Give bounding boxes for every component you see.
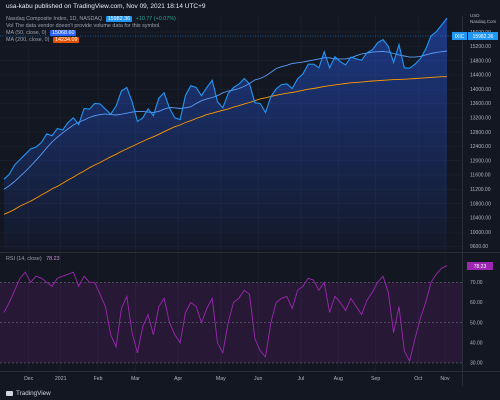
legend-ma50-value: 15068.60 (49, 30, 77, 36)
time-tick-label: Oct (414, 376, 423, 382)
legend-main-value: 15982.36 (105, 16, 133, 22)
legend-rsi: RSI (14, close) 78.23 (6, 256, 60, 263)
price-tick-label: 14400.00 (470, 73, 491, 79)
last-price-symbol-tag (452, 32, 467, 40)
price-tick-label: 13200.00 (470, 116, 491, 122)
legend-volume: Vol The data vendor doesn't provide volu… (6, 23, 161, 30)
rsi-tick-label: 40.00 (470, 340, 483, 346)
price-tick-label: 14800.00 (470, 58, 491, 64)
legend-rsi-label: RSI (14, close) (6, 256, 42, 262)
price-tick-label: 14000.00 (470, 87, 491, 93)
time-tick-label: Nov (440, 376, 450, 382)
price-tick-label: 11200.00 (470, 187, 491, 193)
tradingview-logo-icon (6, 390, 13, 396)
legend-main-label: Nasdaq Composite Index, 1D, NASDAQ (6, 16, 103, 22)
time-tick-label: May (216, 376, 226, 382)
rsi-tick-label: 60.00 (470, 300, 483, 306)
price-tick-label: 12000.00 (470, 158, 491, 164)
legend-ma200-label: MA (200, close, 0) (6, 37, 50, 43)
legend-ma50: MA (50, close, 0) 15068.60 (6, 30, 77, 37)
rsi-tick-label: 70.00 (470, 280, 483, 286)
ma200-line (3, 76, 447, 215)
time-tick-label: Jun (254, 376, 262, 382)
last-price-symbol: IXIC (455, 34, 465, 40)
rsi-tick-label: 50.00 (470, 320, 483, 326)
legend-ma200-value: 14234.09 (52, 37, 80, 43)
time-tick-label: 2021 (55, 376, 67, 382)
legend-rsi-value: 78.23 (46, 256, 60, 262)
price-tick-label: 12800.00 (470, 130, 491, 136)
price-tick-label: 12400.00 (470, 144, 491, 150)
time-tick-label: Sep (371, 376, 380, 382)
legend-volume-note: Vol The data vendor doesn't provide volu… (6, 23, 161, 29)
price-line (3, 17, 448, 180)
rsi-line (3, 265, 448, 363)
publish-header: usa-kabu published on TradingView.com, N… (6, 3, 206, 10)
tradingview-brand[interactable]: TradingView (6, 390, 51, 397)
rsi-value-tag (467, 262, 493, 270)
time-tick-label: Jul (298, 376, 305, 382)
time-tick-label: Aug (334, 376, 343, 382)
price-axis: 9600.00 10000.00 10400.00 10800.00 11200.00 1… (470, 30, 491, 250)
price-tick-label: 10000.00 (470, 230, 491, 236)
price-axis-currency: USD (470, 13, 480, 18)
time-axis: Dec 2021 Feb Mar Apr May Jun Jul Aug Sep Oct Nov (24, 376, 450, 382)
price-tick-label: 15200.00 (470, 44, 491, 50)
last-price-value: 15982.36 (473, 34, 494, 40)
time-tick-label: Mar (131, 376, 140, 382)
price-tick-label: 10800.00 (470, 201, 491, 207)
legend-ma200: MA (200, close, 0) 14234.09 (6, 37, 80, 44)
price-tick-label: 11600.00 (470, 173, 491, 179)
legend-main-change: +10.77 (+0.07%) (135, 16, 176, 22)
brand-name: TradingView (16, 390, 51, 397)
price-tick-label: 9600.00 (470, 244, 488, 250)
price-area (4, 18, 447, 250)
price-axis-source: Nasdaq.Com (470, 19, 497, 24)
time-tick-label: Apr (174, 376, 182, 382)
price-tick-label: 13600.00 (470, 101, 491, 107)
rsi-axis: 30.00 40.00 50.00 60.00 70.00 (470, 280, 483, 367)
legend-main: Nasdaq Composite Index, 1D, NASDAQ 15982… (6, 16, 176, 23)
time-tick-label: Feb (94, 376, 103, 382)
time-tick-label: Dec (24, 376, 34, 382)
price-tick-label: 10400.00 (470, 216, 491, 222)
rsi-value-tag-text: 78.23 (474, 264, 487, 270)
rsi-tick-label: 30.00 (470, 361, 483, 367)
legend-ma50-label: MA (50, close, 0) (6, 30, 47, 36)
last-price-tag (468, 32, 498, 40)
